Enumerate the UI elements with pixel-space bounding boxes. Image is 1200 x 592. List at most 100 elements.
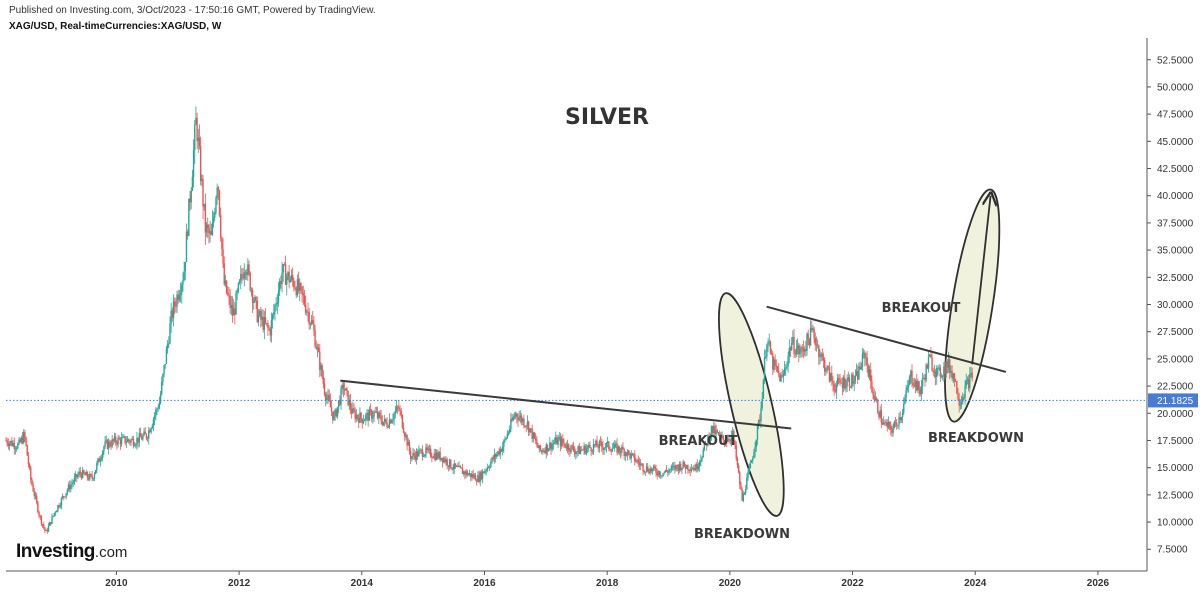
- candle: [304, 295, 307, 315]
- candle-body: [184, 262, 187, 272]
- candle: [271, 313, 274, 329]
- candle: [220, 207, 222, 242]
- candle-body: [688, 469, 690, 471]
- candle: [382, 421, 385, 427]
- candle: [475, 478, 478, 486]
- candle: [726, 435, 728, 448]
- candle: [918, 380, 920, 397]
- candle-body: [375, 412, 378, 413]
- candle-body: [424, 454, 426, 457]
- candle: [368, 406, 371, 421]
- symbol-label: XAG/USD, Real-timeCurrencies:XAG/USD, W: [9, 21, 222, 32]
- candle: [33, 488, 36, 500]
- candle-body: [950, 371, 952, 373]
- candle: [939, 364, 942, 383]
- candle-body: [750, 460, 753, 463]
- candle: [785, 364, 787, 376]
- candle: [201, 174, 203, 187]
- candle-body: [774, 359, 776, 366]
- candle-body: [576, 451, 578, 453]
- candle-body: [426, 447, 428, 451]
- candle-body: [273, 312, 275, 315]
- candle: [552, 439, 555, 450]
- candle: [90, 473, 92, 477]
- candle-body: [467, 474, 470, 476]
- candle-body: [122, 436, 124, 438]
- candle: [110, 440, 112, 451]
- candle: [614, 440, 616, 452]
- candle: [50, 521, 52, 526]
- candle: [447, 465, 450, 472]
- candle-body: [868, 369, 871, 377]
- candle-body: [648, 471, 650, 474]
- candle-body: [399, 409, 401, 412]
- candle: [130, 438, 132, 447]
- candle: [526, 415, 529, 430]
- candle: [846, 374, 848, 392]
- candle-body: [809, 327, 812, 346]
- candle: [549, 436, 551, 451]
- candle: [221, 236, 223, 257]
- candle: [268, 325, 270, 332]
- candle: [35, 493, 38, 505]
- candle-body: [127, 439, 130, 441]
- candle-body: [829, 373, 832, 381]
- candle: [801, 344, 803, 357]
- y-tick-label: 47.5000: [1157, 110, 1194, 121]
- candle: [302, 285, 304, 305]
- candle-body: [434, 453, 437, 460]
- candle-body: [225, 280, 228, 294]
- candle-body: [261, 316, 263, 320]
- candle-body: [291, 274, 294, 281]
- candle: [860, 362, 862, 370]
- candle: [52, 515, 54, 518]
- candle: [566, 439, 569, 454]
- candle: [264, 308, 267, 325]
- candle-body: [104, 441, 106, 447]
- candle: [632, 453, 635, 458]
- investing-logo: Investing.com: [16, 541, 127, 563]
- candle-body: [328, 394, 330, 401]
- candle-body: [339, 400, 341, 405]
- candle: [40, 515, 43, 527]
- candle: [721, 431, 723, 439]
- candle-body: [137, 437, 139, 443]
- candle: [894, 417, 897, 427]
- candle-body: [14, 448, 17, 450]
- candle: [335, 408, 338, 418]
- candle: [500, 448, 503, 453]
- candle: [178, 290, 181, 303]
- candle-body: [373, 411, 375, 417]
- candle: [208, 224, 210, 244]
- candle-body: [299, 283, 301, 291]
- candle-body: [740, 484, 742, 490]
- candle: [77, 471, 79, 480]
- candle-body: [178, 295, 181, 300]
- candle-body: [460, 467, 463, 469]
- candle: [303, 289, 306, 307]
- candle-body: [857, 371, 859, 380]
- candle: [306, 309, 308, 316]
- candle-body: [115, 436, 117, 443]
- candle: [398, 400, 400, 412]
- candle: [586, 445, 589, 454]
- candle: [467, 472, 470, 476]
- candle-body: [748, 467, 750, 472]
- candle: [626, 449, 629, 461]
- candle: [150, 427, 152, 435]
- candle-body: [58, 505, 60, 507]
- candle-body: [196, 117, 198, 142]
- candle: [813, 326, 815, 344]
- candle-body: [865, 357, 867, 359]
- candle: [179, 282, 182, 303]
- candle: [261, 309, 263, 327]
- candle-body: [671, 466, 674, 468]
- candle: [96, 460, 98, 473]
- candle: [237, 282, 240, 294]
- candle: [504, 435, 506, 443]
- candle-body: [874, 398, 877, 400]
- candle-body: [69, 484, 71, 490]
- candle-body: [623, 449, 625, 456]
- candle-body: [855, 371, 858, 376]
- candle: [584, 443, 586, 455]
